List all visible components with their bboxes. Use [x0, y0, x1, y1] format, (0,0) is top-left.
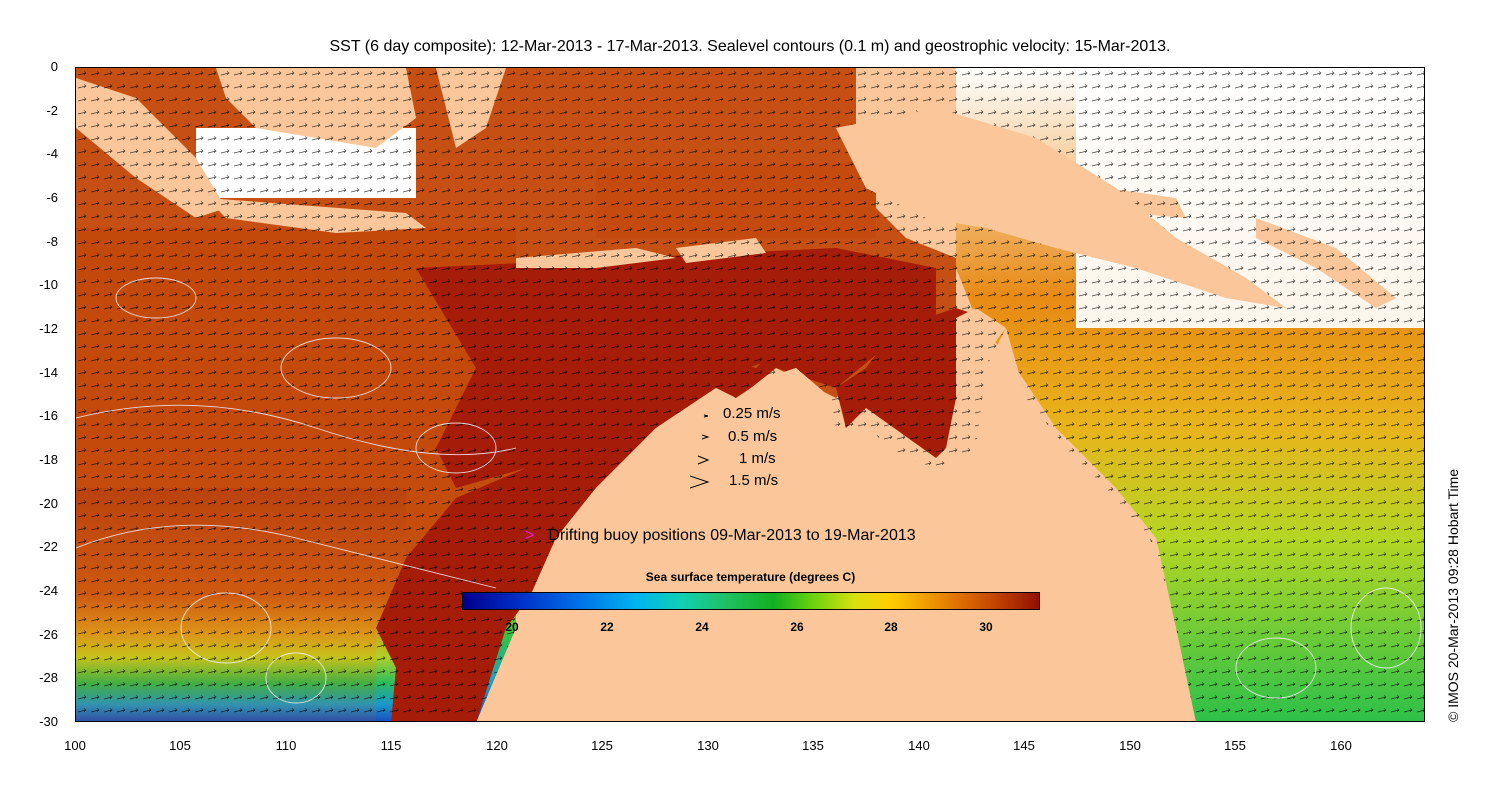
- sst-map: [75, 67, 1425, 722]
- y-tick-label: -24: [39, 583, 58, 598]
- colorbar-tick: 20: [505, 620, 519, 634]
- buoy-legend-text: Drifting buoy positions 09-Mar-2013 to 1…: [548, 527, 916, 544]
- velocity-label: 1 m/s: [739, 450, 776, 467]
- buoy-legend: > Drifting buoy positions 09-Mar-2013 to …: [525, 527, 916, 545]
- map-title: SST (6 day composite): 12-Mar-2013 - 17-…: [329, 38, 1171, 55]
- colorbar-tick: 24: [695, 620, 709, 634]
- x-tick-label: 145: [1013, 738, 1035, 753]
- colorbar: [462, 592, 1040, 610]
- x-tick-label: 155: [1224, 738, 1246, 753]
- x-tick-label: 100: [64, 738, 86, 753]
- y-tick-label: -6: [46, 190, 58, 205]
- colorbar-tick: 30: [979, 620, 993, 634]
- x-tick-label: 105: [169, 738, 191, 753]
- x-tick-label: 150: [1119, 738, 1141, 753]
- copyright-stamp: © IMOS 20-Mar-2013 09:28 Hobart Time: [1445, 468, 1461, 722]
- colorbar-title: Sea surface temperature (degrees C): [645, 570, 856, 584]
- x-tick-label: 140: [908, 738, 930, 753]
- velocity-arrow-icons: [690, 414, 710, 489]
- y-tick-label: -12: [39, 321, 58, 336]
- y-tick-label: -14: [39, 365, 58, 380]
- y-tick-label: -18: [39, 452, 58, 467]
- velocity-label: 1.5 m/s: [729, 472, 779, 489]
- x-tick-label: 125: [591, 738, 613, 753]
- y-tick-label: -4: [46, 146, 58, 161]
- colorbar-tick: 28: [884, 620, 898, 634]
- y-tick-label: -16: [39, 408, 58, 423]
- y-tick-label: -30: [39, 714, 58, 729]
- colorbar-tick: 26: [790, 620, 804, 634]
- x-tick-label: 160: [1330, 738, 1352, 753]
- buoy-marker-icon: >: [525, 527, 535, 544]
- sst-map-graphic: [76, 68, 1424, 721]
- y-tick-label: -22: [39, 539, 58, 554]
- x-tick-label: 115: [380, 738, 402, 753]
- y-tick-label: -2: [46, 103, 58, 118]
- y-tick-label: 0: [50, 59, 58, 74]
- y-tick-label: -26: [39, 627, 58, 642]
- velocity-label: 0.5 m/s: [728, 428, 778, 445]
- colorbar-tick: 22: [600, 620, 614, 634]
- x-tick-label: 110: [275, 738, 297, 753]
- y-tick-label: -28: [39, 670, 58, 685]
- x-tick-label: 135: [802, 738, 824, 753]
- y-tick-label: -10: [39, 277, 58, 292]
- y-tick-label: -20: [39, 496, 58, 511]
- x-tick-label: 120: [486, 738, 508, 753]
- y-tick-label: -8: [46, 234, 58, 249]
- x-tick-label: 130: [697, 738, 719, 753]
- velocity-label: 0.25 m/s: [723, 405, 781, 422]
